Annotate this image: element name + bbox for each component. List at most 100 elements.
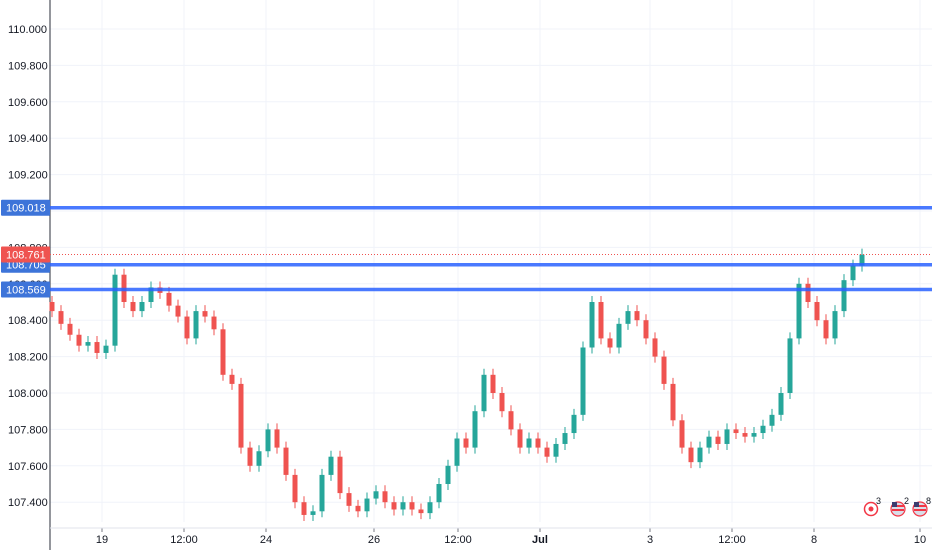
candle: [859, 254, 865, 266]
candle: [805, 283, 811, 302]
event-icon-1[interactable]: 3: [863, 496, 882, 517]
candle: [814, 302, 820, 321]
candle: [634, 311, 640, 321]
candle: [643, 320, 649, 339]
candle: [58, 311, 64, 324]
candle: [490, 374, 496, 393]
candle: [427, 502, 433, 514]
candle: [175, 305, 181, 317]
current-price-tag: [1, 246, 50, 263]
candle: [346, 493, 352, 506]
flag-icon-2[interactable]: 8: [912, 496, 931, 517]
price-tick-label: 109.400: [8, 133, 48, 145]
candle: [193, 311, 199, 339]
candle: [67, 323, 73, 335]
candle: [616, 323, 622, 348]
price-tags: 109.018 108.705 108.569 108.761: [1, 199, 50, 298]
candle: [292, 474, 298, 503]
candle: [526, 438, 532, 448]
price-tick-label: 109.200: [8, 170, 48, 182]
horizontal-levels[interactable]: [50, 205, 932, 292]
time-tick-label: 12:00: [444, 534, 472, 546]
time-tick-label: 12:00: [718, 534, 746, 546]
candle: [256, 451, 262, 466]
price-tick-label: 107.800: [8, 424, 48, 436]
candle: [571, 414, 577, 434]
price-tick-label: 107.400: [8, 497, 48, 509]
current-price-label: 108.761: [6, 249, 46, 261]
price-tick-label: 109.600: [8, 97, 48, 109]
candle: [652, 338, 658, 357]
candle: [661, 356, 667, 384]
candle: [787, 338, 793, 393]
candle: [418, 509, 424, 514]
event-count-2: 2: [904, 496, 909, 506]
time-scale: 19 12:00 24 26 12:00 Jul 3 12:00 8 10: [50, 527, 932, 546]
candle: [841, 280, 847, 312]
candle: [553, 443, 559, 457]
candle: [625, 311, 631, 324]
candle: [769, 414, 775, 426]
candle: [229, 374, 235, 384]
candle: [148, 287, 154, 302]
candle: [796, 283, 802, 339]
candle: [436, 484, 442, 503]
candle: [76, 334, 82, 346]
candle: [301, 502, 307, 515]
candle: [319, 474, 325, 512]
time-tick-label: 3: [647, 534, 653, 546]
candle: [850, 265, 856, 281]
time-tick-label: 12:00: [170, 534, 198, 546]
candle: [580, 347, 586, 415]
candle: [508, 411, 514, 430]
candle: [733, 429, 739, 434]
candle: [49, 302, 55, 312]
candle: [112, 274, 118, 346]
candle: [103, 345, 109, 353]
candle: [598, 302, 604, 339]
event-count-3: 8: [926, 496, 931, 506]
candle: [589, 302, 595, 348]
flag-icon-1[interactable]: 2: [890, 496, 909, 517]
candle: [679, 420, 685, 448]
candle: [184, 316, 190, 339]
event-count-1: 3: [876, 496, 881, 506]
candle: [337, 456, 343, 494]
time-tick-label: 8: [811, 534, 817, 546]
candle: [823, 320, 829, 339]
candle: [211, 316, 217, 330]
candle: [742, 433, 748, 437]
candle: [310, 511, 316, 515]
event-icons[interactable]: 3 2 8: [863, 496, 932, 517]
candle: [760, 425, 766, 434]
candle: [697, 447, 703, 463]
candle: [283, 447, 289, 475]
time-tick-label: Jul: [532, 534, 548, 546]
candle: [391, 502, 397, 510]
price-tick-label: 110.000: [8, 24, 47, 36]
candle: [562, 433, 568, 444]
candle: [517, 429, 523, 448]
candle: [778, 393, 784, 415]
candle: [328, 456, 334, 475]
level-price-label: 108.705: [6, 260, 46, 272]
candle: [445, 465, 451, 484]
candle: [247, 447, 253, 466]
candle: [355, 505, 361, 512]
candle: [535, 438, 541, 448]
price-tick-label: 108.200: [8, 352, 48, 364]
candle: [409, 502, 415, 510]
price-tick-label: 107.600: [8, 461, 48, 473]
price-tick-label: 108.000: [8, 388, 48, 400]
time-tick-label: 19: [96, 534, 108, 546]
level-price-label: 108.569: [6, 284, 46, 296]
candle: [238, 383, 244, 448]
candle: [706, 436, 712, 448]
candle: [454, 438, 460, 466]
candle: [274, 429, 280, 448]
grid: [50, 0, 932, 522]
candle: [724, 429, 730, 444]
candle: [463, 438, 469, 448]
candle: [715, 436, 721, 444]
